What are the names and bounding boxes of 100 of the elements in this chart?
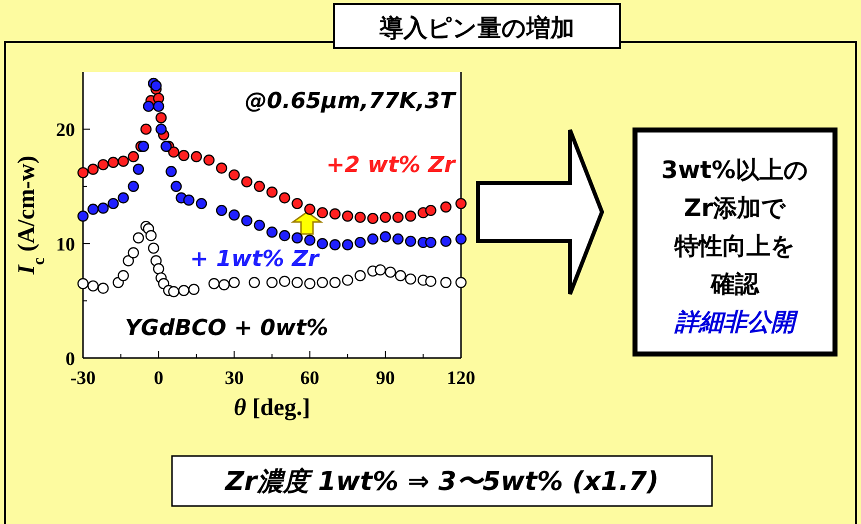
point	[266, 186, 278, 198]
point	[118, 270, 129, 282]
point	[425, 204, 436, 216]
point	[203, 154, 215, 166]
point	[170, 180, 182, 192]
point	[168, 286, 180, 298]
annotation: @0.65μm,77K,3T	[244, 89, 457, 114]
point	[440, 236, 452, 247]
point	[216, 204, 228, 216]
point	[304, 204, 316, 215]
point	[405, 273, 416, 285]
point	[98, 202, 109, 214]
point	[160, 140, 172, 152]
chart-title: 導入ピン量の増加	[378, 14, 574, 42]
text: Zr濃度 1wt% ⇒ 3〜5wt% (x1.7)	[224, 467, 659, 497]
point	[392, 212, 404, 223]
point	[279, 192, 290, 204]
point	[128, 180, 139, 192]
point	[316, 238, 328, 250]
point	[98, 282, 109, 294]
point	[354, 270, 366, 282]
point	[455, 276, 467, 288]
text: Zr添加で	[684, 194, 788, 222]
text: 3wt%以上の	[661, 156, 809, 184]
point	[87, 164, 99, 175]
point	[380, 212, 391, 223]
point	[266, 226, 278, 238]
point	[425, 236, 436, 248]
point	[87, 280, 99, 292]
point	[384, 266, 396, 278]
point	[183, 194, 194, 206]
point	[304, 278, 316, 290]
point	[190, 151, 202, 162]
point	[440, 276, 452, 288]
point	[196, 198, 208, 210]
x-axis-title: θ [deg.]	[234, 395, 310, 421]
series-label: YGdBCO + 0wt%	[125, 316, 328, 341]
point	[208, 278, 220, 290]
point	[304, 234, 316, 246]
point	[128, 151, 139, 162]
point	[316, 276, 328, 288]
point	[405, 236, 416, 247]
x-tick-label: -30	[70, 368, 96, 389]
point	[392, 233, 404, 245]
point	[178, 150, 190, 162]
point	[292, 232, 303, 244]
text: 特性向上を	[674, 232, 796, 260]
y-tick-label: 0	[66, 349, 75, 370]
point	[140, 124, 152, 135]
point	[132, 232, 144, 244]
point	[425, 276, 436, 287]
point	[87, 204, 99, 215]
series-label: +2 wt% Zr	[326, 153, 456, 178]
point	[216, 162, 228, 174]
point	[316, 207, 328, 218]
point	[241, 176, 252, 188]
point	[292, 198, 303, 210]
series-label: + 1wt% Zr	[190, 247, 320, 272]
point	[132, 164, 144, 175]
point	[166, 166, 177, 178]
point	[156, 124, 167, 135]
point	[188, 284, 200, 295]
point	[380, 231, 391, 242]
point	[342, 274, 354, 286]
point	[354, 236, 366, 248]
point	[354, 212, 366, 223]
point	[118, 192, 129, 204]
point	[77, 278, 89, 290]
point	[128, 247, 139, 258]
point	[241, 215, 252, 226]
point	[153, 263, 164, 274]
point	[108, 156, 119, 168]
point	[367, 212, 378, 224]
text: 詳細非公開	[674, 308, 799, 336]
point	[279, 230, 290, 242]
point	[374, 264, 386, 276]
point	[118, 156, 129, 167]
point	[254, 220, 265, 231]
point	[218, 279, 230, 290]
point	[156, 112, 167, 124]
point	[150, 80, 162, 92]
point	[329, 276, 341, 288]
point	[145, 230, 157, 242]
point	[168, 146, 180, 158]
point	[440, 201, 452, 213]
point	[148, 242, 160, 254]
x-tick-label: 30	[224, 368, 244, 389]
point	[138, 140, 150, 152]
point	[248, 276, 260, 288]
point	[455, 198, 467, 210]
y-tick-label: 10	[56, 234, 75, 256]
x-tick-label: 90	[376, 368, 395, 389]
y-tick-label: 20	[56, 120, 75, 142]
text: 確認	[710, 270, 760, 298]
point	[77, 167, 89, 178]
point	[77, 210, 89, 222]
point	[329, 208, 341, 220]
point	[108, 198, 119, 210]
point	[254, 180, 265, 192]
point	[455, 233, 467, 245]
